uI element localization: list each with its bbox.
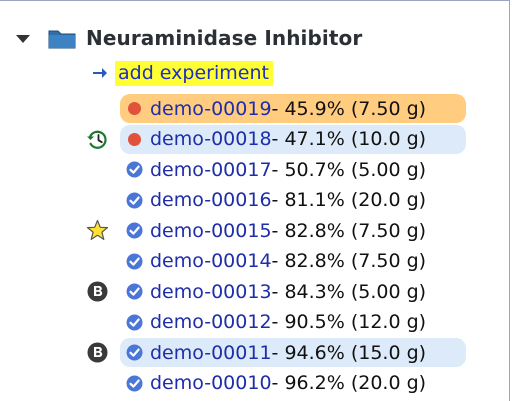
experiment-item[interactable]: demo-00013 - 84.3% (5.00 g) xyxy=(120,277,432,306)
experiment-row[interactable]: demo-00016 - 81.1% (20.0 g) xyxy=(0,185,510,216)
experiment-summary: - 45.9% (7.50 g) xyxy=(271,97,427,120)
experiment-link[interactable]: demo-00017 xyxy=(150,158,272,181)
experiment-row[interactable]: demo-00019 - 45.9% (7.50 g) xyxy=(0,93,510,124)
collapse-caret-icon[interactable] xyxy=(16,35,30,43)
experiment-link[interactable]: demo-00015 xyxy=(150,219,272,242)
check-circle-icon xyxy=(126,283,143,300)
experiment-link[interactable]: demo-00013 xyxy=(150,280,272,303)
group-title: Neuraminidase Inhibitor xyxy=(86,26,363,50)
experiment-row[interactable]: demo-00014 - 82.8% (7.50 g) xyxy=(0,246,510,277)
experiment-item[interactable]: demo-00012 - 90.5% (12.0 g) xyxy=(120,308,432,337)
experiment-row[interactable]: demo-00012 - 90.5% (12.0 g) xyxy=(0,307,510,338)
running-dot-icon xyxy=(128,132,141,146)
history-icon[interactable] xyxy=(86,128,109,151)
experiment-summary: - 94.6% (15.0 g) xyxy=(271,341,427,364)
star-icon[interactable] xyxy=(86,219,109,242)
b-badge-icon[interactable] xyxy=(86,341,109,364)
b-badge-icon[interactable] xyxy=(86,280,109,303)
experiment-row[interactable]: demo-00013 - 84.3% (5.00 g) xyxy=(0,276,510,307)
experiment-summary: - 82.8% (7.50 g) xyxy=(271,250,427,272)
check-circle-icon xyxy=(126,375,143,391)
arrow-right-icon xyxy=(93,68,107,78)
experiment-row[interactable]: demo-00017 - 50.7% (5.00 g) xyxy=(0,154,510,185)
experiment-item[interactable]: demo-00017 - 50.7% (5.00 g) xyxy=(120,155,432,184)
experiment-summary: - 90.5% (12.0 g) xyxy=(271,311,427,333)
experiment-summary: - 47.1% (10.0 g) xyxy=(271,128,427,150)
experiment-summary: - 84.3% (5.00 g) xyxy=(271,280,427,303)
experiment-link[interactable]: demo-00016 xyxy=(150,189,272,211)
check-circle-icon xyxy=(126,161,143,178)
experiment-link[interactable]: demo-00011 xyxy=(150,341,272,364)
experiment-row[interactable]: demo-00015 - 82.8% (7.50 g) xyxy=(0,215,510,246)
experiment-item[interactable]: demo-00010 - 96.2% (20.0 g) xyxy=(120,369,432,398)
experiment-link[interactable]: demo-00018 xyxy=(150,128,272,150)
experiment-item[interactable]: demo-00014 - 82.8% (7.50 g) xyxy=(120,247,432,276)
experiment-item[interactable]: demo-00018 - 47.1% (10.0 g) xyxy=(120,124,466,154)
experiment-item[interactable]: demo-00019 - 45.9% (7.50 g) xyxy=(120,94,466,123)
experiment-item[interactable]: demo-00015 - 82.8% (7.50 g) xyxy=(120,216,432,245)
experiment-item[interactable]: demo-00011 - 94.6% (15.0 g) xyxy=(120,338,466,367)
experiment-link[interactable]: demo-00019 xyxy=(150,97,272,120)
experiment-summary: - 81.1% (20.0 g) xyxy=(271,189,427,211)
check-circle-icon xyxy=(126,314,143,330)
experiment-list: demo-00019 - 45.9% (7.50 g) demo-00018 - … xyxy=(0,93,510,398)
folder-icon xyxy=(48,30,76,49)
experiment-row[interactable]: demo-00011 - 94.6% (15.0 g) xyxy=(0,337,510,368)
experiment-link[interactable]: demo-00012 xyxy=(150,311,272,333)
check-circle-icon xyxy=(126,253,143,269)
running-dot-icon xyxy=(128,102,141,115)
group-header[interactable]: Neuraminidase Inhibitor xyxy=(16,24,362,52)
experiment-summary: - 96.2% (20.0 g) xyxy=(271,372,427,394)
experiment-item[interactable]: demo-00016 - 81.1% (20.0 g) xyxy=(120,186,432,215)
experiment-summary: - 50.7% (5.00 g) xyxy=(271,158,427,181)
add-experiment-link[interactable]: add experiment xyxy=(92,60,273,86)
experiment-summary: - 82.8% (7.50 g) xyxy=(271,219,427,242)
check-circle-icon xyxy=(126,222,143,239)
experiment-link[interactable]: demo-00010 xyxy=(150,372,272,394)
experiment-row[interactable]: demo-00010 - 96.2% (20.0 g) xyxy=(0,368,510,399)
experiment-row[interactable]: demo-00018 - 47.1% (10.0 g) xyxy=(0,124,510,155)
add-experiment-label[interactable]: add experiment xyxy=(115,60,273,86)
check-circle-icon xyxy=(126,192,143,208)
experiment-link[interactable]: demo-00014 xyxy=(150,250,272,272)
check-circle-icon xyxy=(126,344,143,361)
